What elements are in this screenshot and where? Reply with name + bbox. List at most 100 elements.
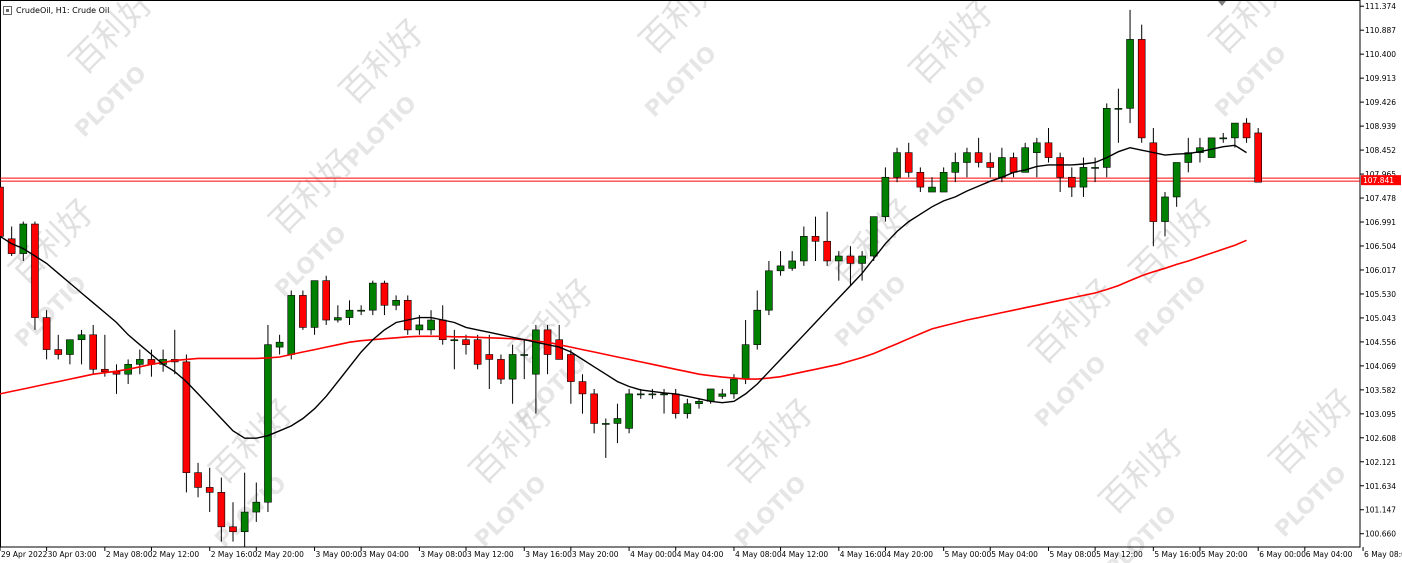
candle	[939, 167, 948, 193]
candle-body-bull	[928, 186, 936, 193]
candle	[462, 334, 470, 355]
candle	[636, 388, 645, 399]
candle-body-bull	[1033, 142, 1041, 153]
candle	[31, 221, 39, 330]
candle	[0, 177, 4, 252]
candle-body-bear	[31, 223, 39, 318]
candle-body-bear	[671, 393, 680, 414]
candle-body-bear	[567, 354, 575, 382]
candle-body-bull	[357, 309, 365, 312]
x-tick-label: 3 May 20:00	[572, 550, 619, 559]
candle-body-bull	[834, 255, 843, 262]
watermark-cn: 百利好	[722, 392, 822, 492]
candle	[800, 226, 808, 266]
candle	[403, 295, 412, 335]
candle	[916, 167, 925, 193]
candle	[834, 251, 843, 281]
candle-body-bull	[951, 162, 960, 173]
y-tick-label: 107.965	[1365, 170, 1396, 179]
candle	[357, 305, 365, 316]
y-tick-label: 107.478	[1365, 194, 1396, 203]
candle	[136, 349, 144, 375]
plot-frame	[0, 0, 1361, 548]
candle	[555, 324, 564, 360]
x-tick-label: 5 May 12:00	[1096, 550, 1143, 559]
candle-body-bull	[77, 334, 86, 341]
watermark-cn: 百利好	[632, 0, 732, 62]
candle-body-bull	[636, 393, 645, 396]
y-tick-label: 102.121	[1365, 458, 1396, 467]
candle	[345, 300, 354, 325]
x-tick-label: 4 May 16:00	[840, 550, 887, 559]
candle-body-bull	[275, 341, 284, 348]
candle	[473, 334, 482, 370]
candle-body-bull	[718, 393, 727, 397]
candle-body-bull	[1091, 167, 1099, 169]
x-tick-label: 5 May 04:00	[991, 550, 1038, 559]
shift-marker-triangle-icon[interactable]	[1218, 1, 1226, 6]
candle	[194, 462, 202, 498]
candle	[1231, 122, 1239, 148]
watermark-cn: 百利好	[2, 192, 102, 292]
y-tick-label: 110.887	[1365, 26, 1396, 35]
candle	[124, 359, 132, 385]
x-tick-label: 4 May 20:00	[886, 550, 933, 559]
x-tick-label: 4 May 00:00	[630, 550, 677, 559]
x-tick-label: 5 May 00:00	[945, 550, 992, 559]
candle-body-bull	[1102, 108, 1111, 168]
x-tick-label: 4 May 12:00	[782, 550, 829, 559]
candle	[904, 142, 913, 178]
candle-body-bull	[1126, 39, 1134, 109]
candle-body-bear	[974, 152, 983, 163]
candle-body-bull	[136, 359, 144, 365]
y-tick-label: 110.400	[1365, 50, 1396, 59]
candle	[415, 315, 424, 335]
candle	[1033, 137, 1041, 178]
candle-body-bull	[520, 354, 529, 356]
candles	[0, 9, 1262, 547]
candle	[392, 295, 400, 311]
x-tick-label: 29 Apr 2022	[1, 550, 48, 559]
x-tick-label: 3 May 16:00	[525, 550, 572, 559]
candle-body-bull	[625, 393, 633, 429]
candle	[54, 334, 63, 360]
candle-body-bull	[392, 300, 400, 306]
watermark-cn: 百利好	[202, 392, 302, 492]
chart-window-icon[interactable]	[3, 5, 12, 15]
candle-body-bear	[578, 381, 587, 395]
watermark-cn: 百利好	[502, 272, 602, 372]
candle	[205, 467, 214, 513]
candle-body-bull	[730, 378, 738, 395]
candle-body-bear	[1044, 142, 1053, 158]
candle	[252, 482, 261, 522]
candle	[648, 388, 657, 399]
y-tick-label: 102.608	[1365, 434, 1396, 443]
candle	[89, 324, 97, 375]
candle	[823, 211, 831, 266]
candle-body-bull	[613, 418, 622, 424]
candle-body-bear	[54, 349, 63, 355]
candle-body-bear	[462, 339, 470, 345]
chart-title: CrudeOil, H1: Crude Oil	[16, 5, 110, 15]
candle-body-bull	[508, 354, 517, 380]
y-tick-label: 103.582	[1365, 386, 1396, 395]
candle	[7, 226, 16, 257]
x-tick-label: 4 May 04:00	[677, 550, 724, 559]
watermark-cn: 百利好	[1092, 422, 1192, 522]
candle-body-bear	[182, 361, 191, 473]
candle-body-bull	[660, 393, 668, 396]
candle-body-bull	[963, 152, 971, 163]
candle-body-bull	[1231, 122, 1239, 139]
candle-body-bear	[1149, 142, 1158, 222]
y-tick-label: 105.530	[1365, 290, 1396, 299]
candle-body-bull	[776, 265, 785, 272]
candle-body-bear	[380, 282, 389, 306]
watermark-cn: 百利好	[1202, 0, 1302, 62]
